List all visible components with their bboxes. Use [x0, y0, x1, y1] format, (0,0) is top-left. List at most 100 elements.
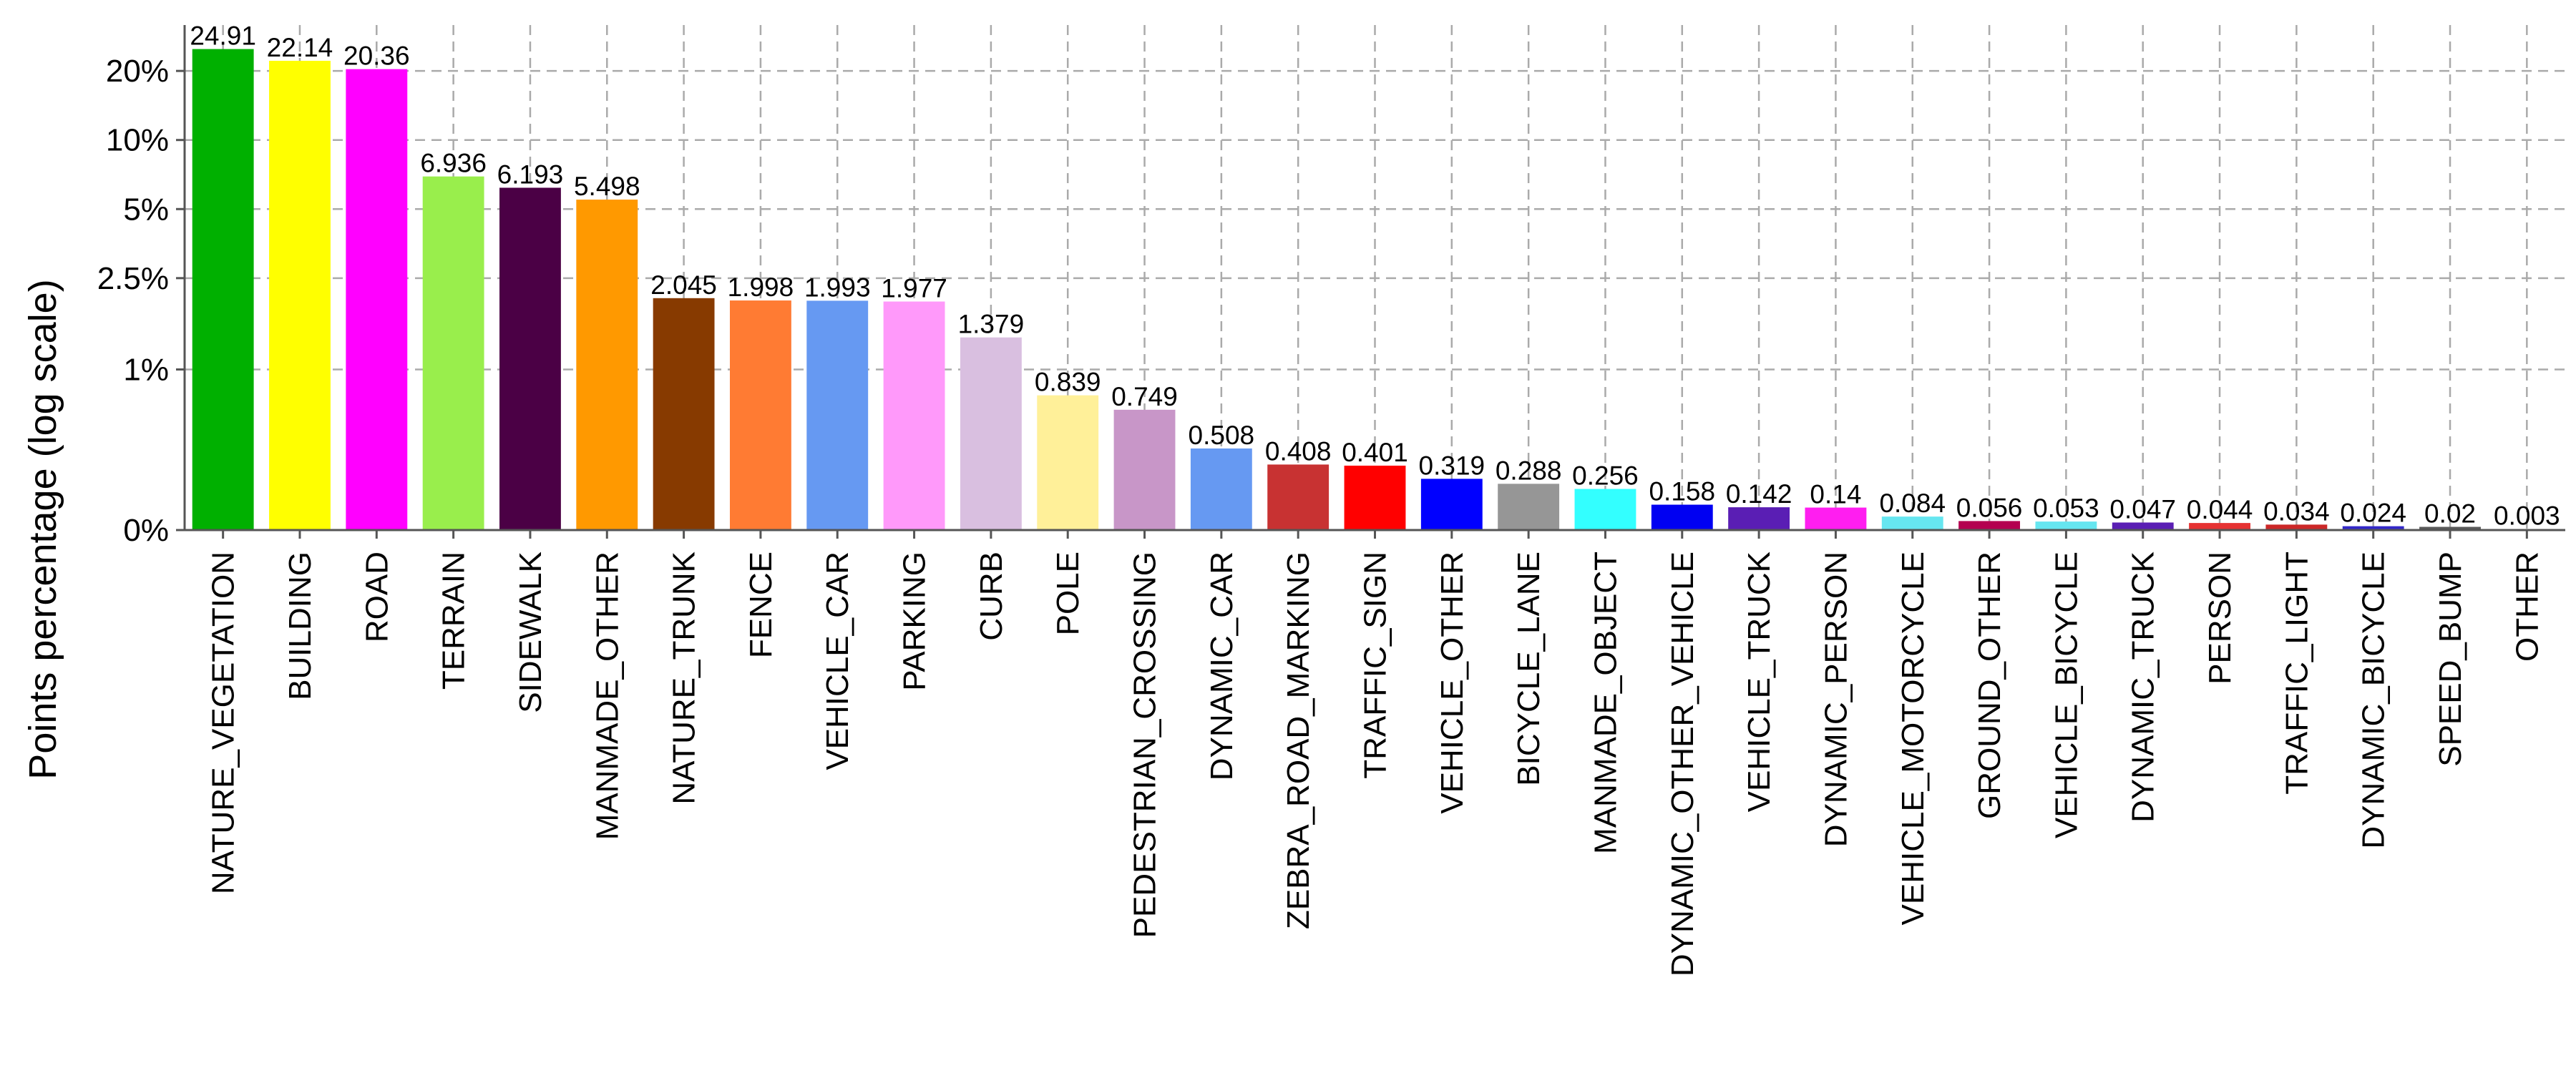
bar-curb	[960, 337, 1022, 530]
value-label: 1.993	[804, 273, 871, 302]
x-tick-label: TERRAIN	[436, 552, 472, 690]
bar-traffic-sign	[1344, 465, 1406, 530]
value-label: 0.056	[1956, 493, 2023, 522]
bar-manmade-object	[1574, 489, 1636, 530]
x-tick-label: GROUND_OTHER	[1972, 552, 2007, 819]
y-tick-label: 2.5%	[97, 261, 169, 296]
bar-dynamic-other-vehicle	[1651, 504, 1713, 530]
value-label: 0.024	[2340, 499, 2406, 528]
value-label: 5.498	[574, 172, 640, 201]
value-label: 0.003	[2494, 501, 2560, 531]
bar-zebra-road-marking	[1267, 464, 1330, 530]
bar-bicycle-lane	[1498, 484, 1560, 530]
x-tick-label: DYNAMIC_TRUCK	[2126, 552, 2161, 823]
value-label: 6.936	[420, 149, 487, 178]
bar-building	[269, 60, 331, 531]
value-label: 0.401	[1342, 438, 1408, 467]
bar-ground-other	[1958, 521, 2021, 530]
bar-parking	[883, 301, 945, 530]
value-label: 0.256	[1572, 461, 1639, 491]
y-tick-label: 5%	[123, 192, 169, 227]
bar-speed-bump	[2419, 526, 2481, 530]
value-label: 0.034	[2263, 496, 2330, 526]
bar-dynamic-car	[1190, 448, 1252, 530]
x-tick-label: POLE	[1050, 552, 1085, 635]
x-tick-label: BUILDING	[283, 552, 318, 700]
value-label: 0.839	[1035, 368, 1101, 397]
value-label: 0.053	[2033, 494, 2099, 523]
value-label: 6.193	[497, 160, 564, 189]
bar-nature-trunk	[653, 298, 715, 530]
x-tick-label: VEHICLE_TRUCK	[1742, 552, 1777, 812]
x-tick-label: TRAFFIC_LIGHT	[2279, 552, 2314, 795]
x-tick-label: SPEED_BUMP	[2433, 552, 2468, 767]
x-tick-label: NATURE_TRUNK	[667, 552, 702, 805]
x-tick-label: BICYCLE_LANE	[1511, 552, 1546, 786]
value-label: 20.36	[343, 41, 410, 71]
value-label: 24.91	[190, 21, 256, 51]
x-tick-label: PERSON	[2202, 552, 2238, 685]
y-tick-label: 0%	[123, 513, 169, 548]
bar-terrain	[422, 176, 484, 530]
value-label: 1.379	[958, 310, 1025, 339]
value-label: 0.02	[2424, 499, 2476, 529]
x-tick-label: PEDESTRIAN_CROSSING	[1128, 552, 1163, 938]
value-label: 0.749	[1111, 382, 1178, 411]
x-tick-label: SIDEWALK	[513, 552, 548, 713]
value-label: 1.998	[728, 273, 794, 302]
x-tick-label: TRAFFIC_SIGN	[1358, 552, 1393, 779]
x-tick-labels: NATURE_VEGETATION BUILDING ROAD TERRAIN SIDE…	[206, 552, 2545, 976]
value-label: 0.047	[2109, 494, 2176, 524]
bar-dynamic-person	[1805, 507, 1867, 530]
x-tick-label: DYNAMIC_CAR	[1204, 552, 1239, 780]
bar-vehicle-motorcycle	[1881, 516, 1943, 530]
bar-dynamic-bicycle	[2342, 526, 2404, 530]
x-tick-label: PARKING	[897, 552, 932, 691]
bar-vehicle-truck	[1728, 507, 1790, 530]
value-label: 2.045	[650, 270, 717, 300]
value-label: 0.319	[1419, 451, 1485, 480]
bar-sidewalk	[499, 187, 561, 530]
bar-nature-vegetation	[192, 49, 254, 530]
y-tick-label: 1%	[123, 352, 169, 387]
bar-vehicle-car	[806, 300, 869, 530]
bar-traffic-light	[2265, 524, 2328, 530]
x-tick-label: VEHICLE_BICYCLE	[2049, 552, 2084, 838]
y-axis-title: Points percentage (log scale)	[21, 279, 64, 779]
y-tick-label: 20%	[106, 54, 169, 89]
bar-person	[2189, 523, 2250, 530]
y-tick-label: 10%	[106, 123, 169, 158]
value-label: 0.508	[1189, 421, 1255, 450]
x-tick-label: DYNAMIC_PERSON	[1818, 552, 1853, 847]
x-tick-label: ZEBRA_ROAD_MARKING	[1281, 552, 1316, 929]
value-label: 0.084	[1879, 489, 1946, 518]
value-label: 0.408	[1265, 436, 1332, 466]
x-tick-label: DYNAMIC_BICYCLE	[2356, 552, 2391, 849]
x-tick-label: VEHICLE_MOTORCYCLE	[1896, 552, 1931, 925]
x-tick-label: NATURE_VEGETATION	[206, 552, 241, 894]
x-tick-label: ROAD	[359, 552, 394, 642]
x-tick-label: MANMADE_OTHER	[590, 552, 625, 840]
x-tick-label: VEHICLE_OTHER	[1435, 552, 1470, 814]
bar-road	[346, 69, 408, 530]
x-tick-label: DYNAMIC_OTHER_VEHICLE	[1665, 552, 1700, 976]
value-label: 0.044	[2187, 495, 2253, 524]
value-labels: 24.91 22.14 20.36 6.936 6.193 5.498 2.045 1.998…	[190, 21, 2560, 531]
value-label: 0.142	[1726, 479, 1792, 509]
bar-vehicle-other	[1420, 479, 1483, 530]
x-tick-label: CURB	[974, 552, 1009, 641]
x-tick-label: FENCE	[743, 552, 779, 658]
x-tick-label: VEHICLE_CAR	[820, 552, 855, 770]
x-tick-label: MANMADE_OBJECT	[1588, 552, 1623, 854]
axes	[176, 25, 2565, 539]
bar-pole	[1037, 395, 1099, 530]
bar-pedestrian-crossing	[1113, 409, 1176, 530]
value-label: 0.288	[1496, 456, 1562, 485]
bar-dynamic-truck	[2112, 522, 2174, 530]
value-label: 22.14	[267, 33, 333, 62]
bar-manmade-other	[576, 200, 638, 530]
value-label: 1.977	[881, 274, 947, 303]
y-tick-labels: 0% 1% 2.5% 5% 10% 20%	[97, 54, 169, 548]
x-tick-label: OTHER	[2509, 552, 2545, 662]
